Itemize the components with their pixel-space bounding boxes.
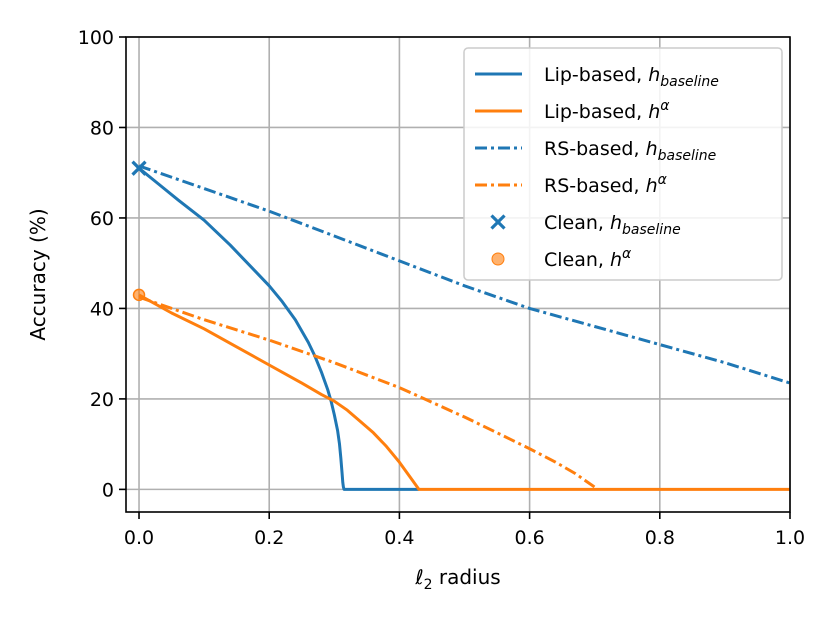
legend-label-symbol-0: h bbox=[648, 64, 660, 86]
legend-label-main-4: Clean, bbox=[544, 212, 610, 234]
x-tick-label-5: 1.0 bbox=[775, 527, 805, 549]
legend-label-symbol-5: h bbox=[610, 249, 622, 271]
legend-label-1: Lip-based, hα bbox=[544, 98, 670, 123]
x-tick-label-0: 0.0 bbox=[124, 527, 154, 549]
legend-label-main-5: Clean, bbox=[544, 249, 610, 271]
legend-label-script-4: baseline bbox=[622, 222, 681, 238]
axis-ticks: 0.0 0.2 0.4 0.6 0.8 1.0 0 20 40 60 80 100 bbox=[78, 27, 805, 549]
legend-label-main-1: Lip-based, bbox=[544, 101, 648, 123]
legend-entry-5: Clean, hα bbox=[491, 246, 632, 271]
legend-label-script-2: baseline bbox=[658, 148, 717, 164]
x-tick-label-2: 0.4 bbox=[384, 527, 414, 549]
legend-box bbox=[463, 47, 783, 281]
y-tick-label-3: 60 bbox=[90, 208, 114, 230]
y-tick-label-4: 80 bbox=[90, 117, 114, 139]
legend-entry-4: Clean, hbaseline bbox=[490, 212, 681, 238]
legend-label-5: Clean, hα bbox=[544, 246, 632, 271]
x-tick-label-4: 0.8 bbox=[645, 527, 675, 549]
legend-label-symbol-4: h bbox=[610, 212, 622, 234]
legend-label-script-1: α bbox=[660, 98, 670, 114]
series-line-1 bbox=[138, 293, 790, 491]
legend-label-script-5: α bbox=[622, 246, 632, 262]
legend-label-main-3: RS-based, bbox=[544, 175, 646, 197]
legend-label-symbol-2: h bbox=[646, 138, 658, 160]
legend-label-main-0: Lip-based, bbox=[544, 64, 648, 86]
legend-label-2: RS-based, hbaseline bbox=[544, 138, 716, 164]
legend-label-4: Clean, hbaseline bbox=[544, 212, 681, 238]
legend-label-symbol-3: h bbox=[646, 175, 658, 197]
y-tick-label-2: 40 bbox=[90, 298, 114, 320]
legend-label-0: Lip-based, hbaseline bbox=[544, 64, 719, 90]
legend-label-symbol-1: h bbox=[648, 101, 660, 123]
series-layer bbox=[138, 164, 790, 491]
plot-frame bbox=[125, 36, 791, 513]
legend-entry-0: Lip-based, hbaseline bbox=[475, 64, 719, 90]
x-axis-label-rest: radius bbox=[433, 565, 501, 589]
y-tick-label-1: 20 bbox=[90, 389, 114, 411]
axes-frame bbox=[125, 36, 791, 513]
y-tick-label-0: 0 bbox=[102, 479, 114, 501]
x-tick-label-1: 0.2 bbox=[254, 527, 284, 549]
x-axis-label-symbol: ℓ bbox=[414, 565, 423, 589]
legend-marker-4-b bbox=[490, 214, 506, 230]
clean-point-0 bbox=[131, 160, 147, 176]
legend-label-main-2: RS-based, bbox=[544, 138, 646, 160]
x-axis-label-subscript: 2 bbox=[424, 577, 433, 593]
legend-entry-1: Lip-based, hα bbox=[475, 98, 670, 123]
clean-point-1 bbox=[132, 288, 146, 302]
legend-entry-2: RS-based, hbaseline bbox=[475, 138, 716, 164]
x-tick-label-3: 0.6 bbox=[514, 527, 544, 549]
legend-label-script-0: baseline bbox=[660, 74, 719, 90]
clean-point-0-stroke-b bbox=[131, 160, 147, 176]
series-line-2 bbox=[138, 164, 790, 385]
series-line-0 bbox=[138, 167, 419, 491]
y-tick-label-5: 100 bbox=[78, 27, 114, 49]
legend-entry-3: RS-based, hα bbox=[475, 172, 668, 197]
series-line-3 bbox=[138, 295, 599, 491]
y-axis-label: Accuracy (%) bbox=[26, 208, 50, 340]
x-axis-label: ℓ2 radius bbox=[414, 565, 500, 593]
legend-label-3: RS-based, hα bbox=[544, 172, 668, 197]
legend-marker-5 bbox=[491, 252, 505, 266]
legend-label-script-3: α bbox=[658, 172, 668, 188]
